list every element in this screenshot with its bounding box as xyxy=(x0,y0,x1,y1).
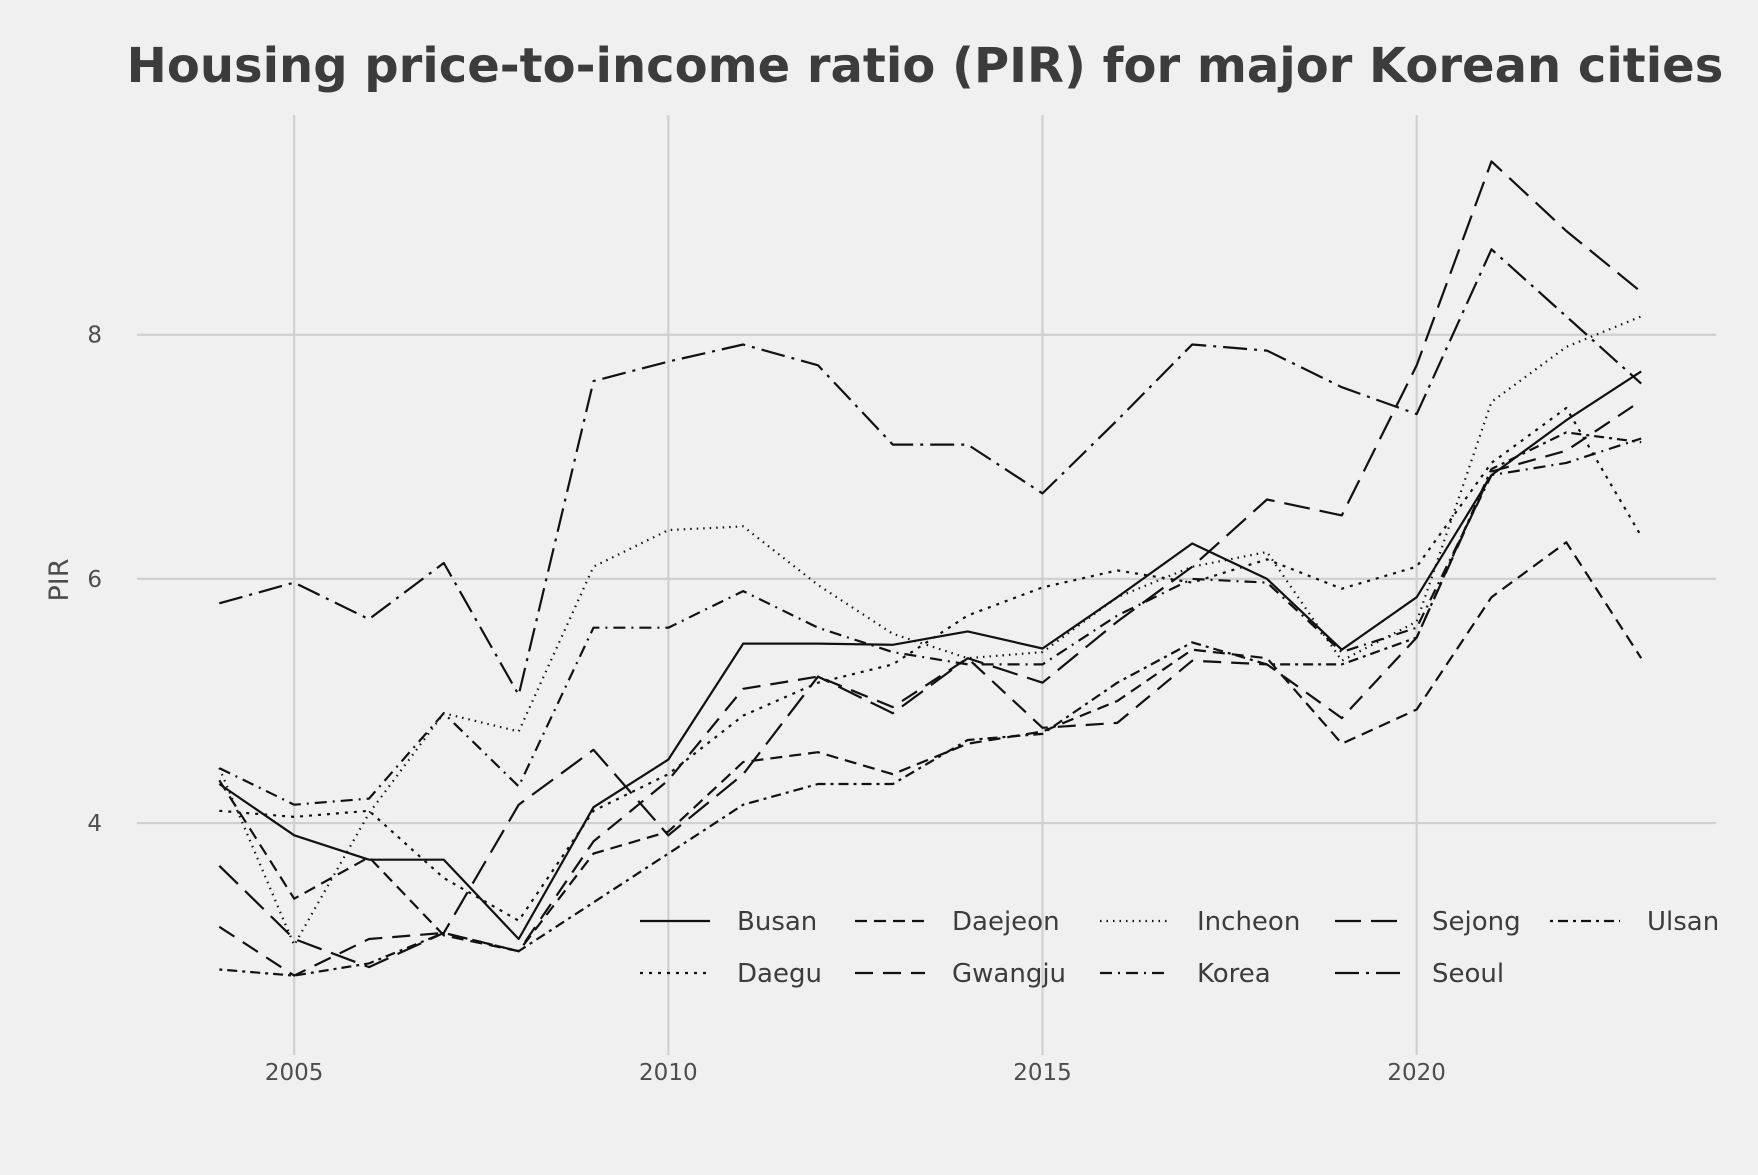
series-line-ulsan xyxy=(219,431,1642,977)
series-line-incheon xyxy=(218,315,1642,947)
x-tick-label: 2015 xyxy=(1013,1060,1072,1086)
legend-label-daejeon: Daejeon xyxy=(952,907,1060,937)
grid-lines xyxy=(137,115,1716,1055)
series-line-busan xyxy=(218,370,1642,941)
series-line-gwangju xyxy=(218,399,1642,977)
legend-label-gwangju: Gwangju xyxy=(952,959,1066,989)
y-tick-label: 8 xyxy=(87,323,102,349)
legend-label-daegu: Daegu xyxy=(737,959,822,989)
legend: Busan Daegu Daejeon Gwangju Incheon Korea Sejo… xyxy=(640,907,1719,989)
y-axis-label: PIR xyxy=(44,558,75,601)
series-line-seoul xyxy=(219,248,1642,697)
legend-label-sejong: Sejong xyxy=(1432,907,1521,937)
legend-label-korea: Korea xyxy=(1197,959,1271,989)
chart-title: Housing price-to-income ratio (PIR) for … xyxy=(127,38,1724,94)
y-tick-label: 4 xyxy=(87,811,102,837)
series-lines xyxy=(218,160,1643,977)
y-axis-ticks: 4 6 8 xyxy=(87,323,102,837)
legend-label-ulsan: Ulsan xyxy=(1647,907,1719,937)
legend-label-incheon: Incheon xyxy=(1197,907,1300,937)
x-tick-label: 2020 xyxy=(1387,1060,1446,1086)
x-tick-label: 2010 xyxy=(639,1060,698,1086)
series-line-daegu xyxy=(219,406,1643,922)
series-line-sejong xyxy=(218,160,1642,969)
legend-label-busan: Busan xyxy=(737,907,817,937)
legend-label-seoul: Seoul xyxy=(1432,959,1504,989)
y-tick-label: 6 xyxy=(87,567,102,593)
x-axis-ticks: 2005 2010 2015 2020 xyxy=(265,1060,1446,1086)
series-line-daejeon xyxy=(218,541,1643,953)
series-line-korea xyxy=(218,437,1642,806)
x-tick-label: 2005 xyxy=(265,1060,324,1086)
